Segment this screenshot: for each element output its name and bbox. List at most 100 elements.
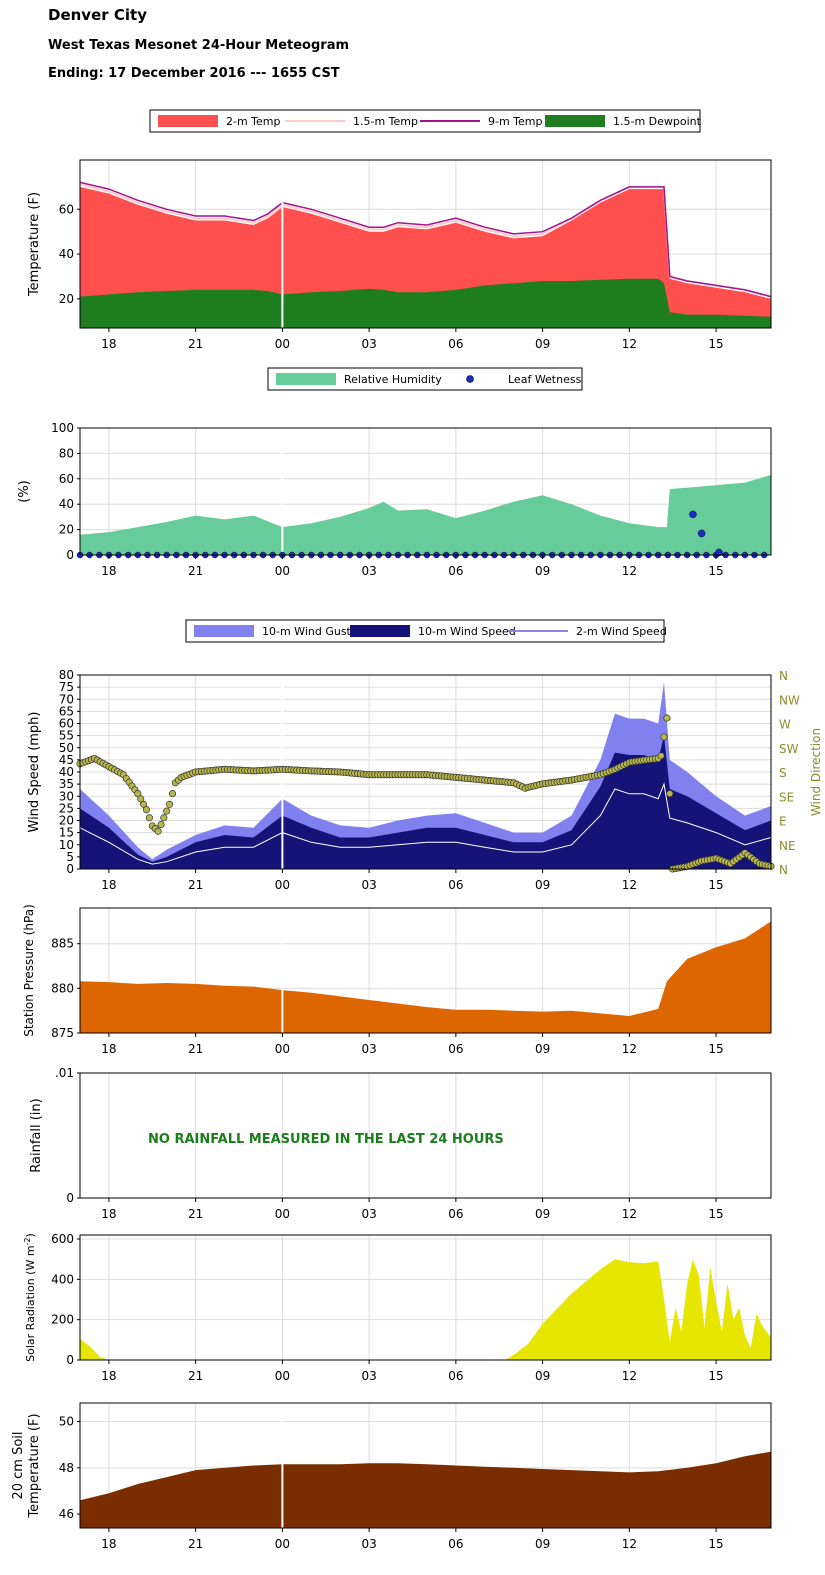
leaf-wetness-point: [715, 548, 723, 557]
rain-xtick-label: 03: [361, 1207, 376, 1221]
wind-xtick-label: 12: [622, 878, 637, 892]
rh-xtick-label: 00: [275, 564, 290, 578]
rain-xtick-label: 21: [188, 1207, 203, 1221]
solar-ytick-label: 400: [51, 1272, 74, 1286]
station-title: Denver City: [48, 6, 147, 24]
wind-direction-tick-label: NW: [779, 693, 800, 707]
wind-direction-tick-label: W: [779, 718, 791, 732]
rain-xtick-label: 09: [535, 1207, 550, 1221]
rh-ytick-label: 80: [59, 446, 74, 460]
temp-xtick-label: 18: [101, 337, 116, 351]
legend-1-5m-temp-label: 1.5-m Temp: [353, 115, 418, 128]
rain-frame: [79, 1072, 772, 1199]
temp-ytick-label: 20: [59, 292, 74, 306]
wind-direction-tick-label: NE: [779, 839, 796, 853]
rh-ytick-label: 60: [59, 472, 74, 486]
wind-xtick-label: 06: [448, 878, 463, 892]
leaf-wetness-point: [689, 510, 697, 519]
legend-2m-temp-label: 2-m Temp: [226, 115, 281, 128]
solar-xtick-label: 12: [622, 1369, 637, 1383]
pressure-frame: [79, 907, 772, 1034]
wind-direction-tick-label: SE: [779, 790, 794, 804]
rain-ytick-label: .01: [55, 1066, 74, 1080]
wind-direction-point: [137, 795, 145, 803]
rh-legend: [267, 367, 583, 391]
solar-xtick-label: 06: [448, 1369, 463, 1383]
wind-ytick-label: 50: [59, 741, 74, 755]
rh-xtick-label: 09: [535, 564, 550, 578]
no-rainfall-message: NO RAINFALL MEASURED IN THE LAST 24 HOUR…: [148, 1132, 504, 1147]
solar-ytick-label: 600: [51, 1232, 74, 1246]
temp-xtick-label: 15: [708, 337, 723, 351]
dewpoint-area: [80, 278, 771, 328]
rh-xtick-label: 12: [622, 564, 637, 578]
rh-area: [80, 475, 771, 555]
wind-direction-point: [166, 800, 174, 808]
wind-ytick-label: 60: [59, 717, 74, 731]
wind-direction-point: [663, 714, 671, 722]
pressure-xtick-label: 06: [448, 1042, 463, 1056]
rh-frame: [79, 427, 772, 556]
soil-ytick-label: 50: [59, 1415, 74, 1429]
pressure-xtick-label: 21: [188, 1042, 203, 1056]
soil-xtick-label: 18: [101, 1537, 116, 1551]
wind-ytick-label: 70: [59, 692, 74, 706]
rain-xtick-label: 12: [622, 1207, 637, 1221]
legend-2m-temp-swatch: [158, 115, 218, 127]
pressure-xtick-label: 00: [275, 1042, 290, 1056]
legend-wind-speed-10m-label: 10-m Wind Speed: [418, 625, 516, 638]
wind-direction-point: [154, 827, 162, 835]
legend-dewpoint-label: 1.5-m Dewpoint: [613, 115, 702, 128]
solar-xtick-label: 15: [708, 1369, 723, 1383]
temp-xtick-label: 06: [448, 337, 463, 351]
rain-ytick-label: 0: [66, 1191, 74, 1205]
wind-ytick-label: 30: [59, 789, 74, 803]
pressure-xtick-label: 03: [361, 1042, 376, 1056]
wind-xtick-label: 15: [708, 878, 723, 892]
pressure-ylabel: Station Pressure (hPa): [22, 904, 36, 1037]
wind-ytick-label: 35: [59, 777, 74, 791]
soil-xtick-label: 21: [188, 1537, 203, 1551]
wind-ytick-label: 80: [59, 668, 74, 682]
pressure-area: [80, 921, 771, 1033]
wind-xtick-label: 18: [101, 878, 116, 892]
wind-direction-tick-label: N: [779, 863, 788, 877]
pressure-ytick-label: 875: [51, 1026, 74, 1040]
soil-xtick-label: 03: [361, 1537, 376, 1551]
solar-xtick-label: 03: [361, 1369, 376, 1383]
wind-direction-tick-label: E: [779, 815, 787, 829]
wind-direction-tick-label: N: [779, 669, 788, 683]
wind-xtick-label: 03: [361, 878, 376, 892]
meteogram-subtitle: West Texas Mesonet 24-Hour Meteogram: [48, 38, 350, 53]
rh-xtick-label: 06: [448, 564, 463, 578]
wind-direction-point: [157, 820, 165, 829]
pressure-ytick-label: 885: [51, 937, 74, 951]
rh-xtick-label: 03: [361, 564, 376, 578]
pressure-xtick-label: 18: [101, 1042, 116, 1056]
rh-xtick-label: 21: [188, 564, 203, 578]
temp-xtick-label: 00: [275, 337, 290, 351]
wind-xtick-label: 00: [275, 878, 290, 892]
solar-xtick-label: 00: [275, 1369, 290, 1383]
soil-area: [80, 1451, 771, 1528]
ending-time: Ending: 17 December 2016 --- 1655 CST: [48, 66, 340, 81]
solar-xtick-label: 21: [188, 1369, 203, 1383]
legend-rh-label: Relative Humidity: [344, 373, 442, 386]
soil-ytick-label: 48: [59, 1461, 74, 1475]
rain-ylabel: Rainfall (in): [29, 1098, 44, 1172]
temp-9m-line: [79, 181, 772, 298]
solar-ytick-label: 0: [66, 1353, 74, 1367]
wind-ytick-label: 45: [59, 753, 74, 767]
wind-direction-point: [163, 807, 171, 815]
wind-direction-point: [666, 790, 674, 798]
solar-frame: [79, 1234, 772, 1361]
pressure-xtick-label: 15: [708, 1042, 723, 1056]
legend-wind-gust-label: 10-m Wind Gust: [262, 625, 352, 638]
rh-ytick-label: 40: [59, 497, 74, 511]
wind-ytick-label: 40: [59, 765, 74, 779]
wind-direction-point: [168, 790, 177, 798]
wind-ytick-label: 65: [59, 704, 74, 718]
temp-ylabel: Temperature (F): [27, 192, 42, 297]
wind-direction-point: [145, 814, 153, 822]
